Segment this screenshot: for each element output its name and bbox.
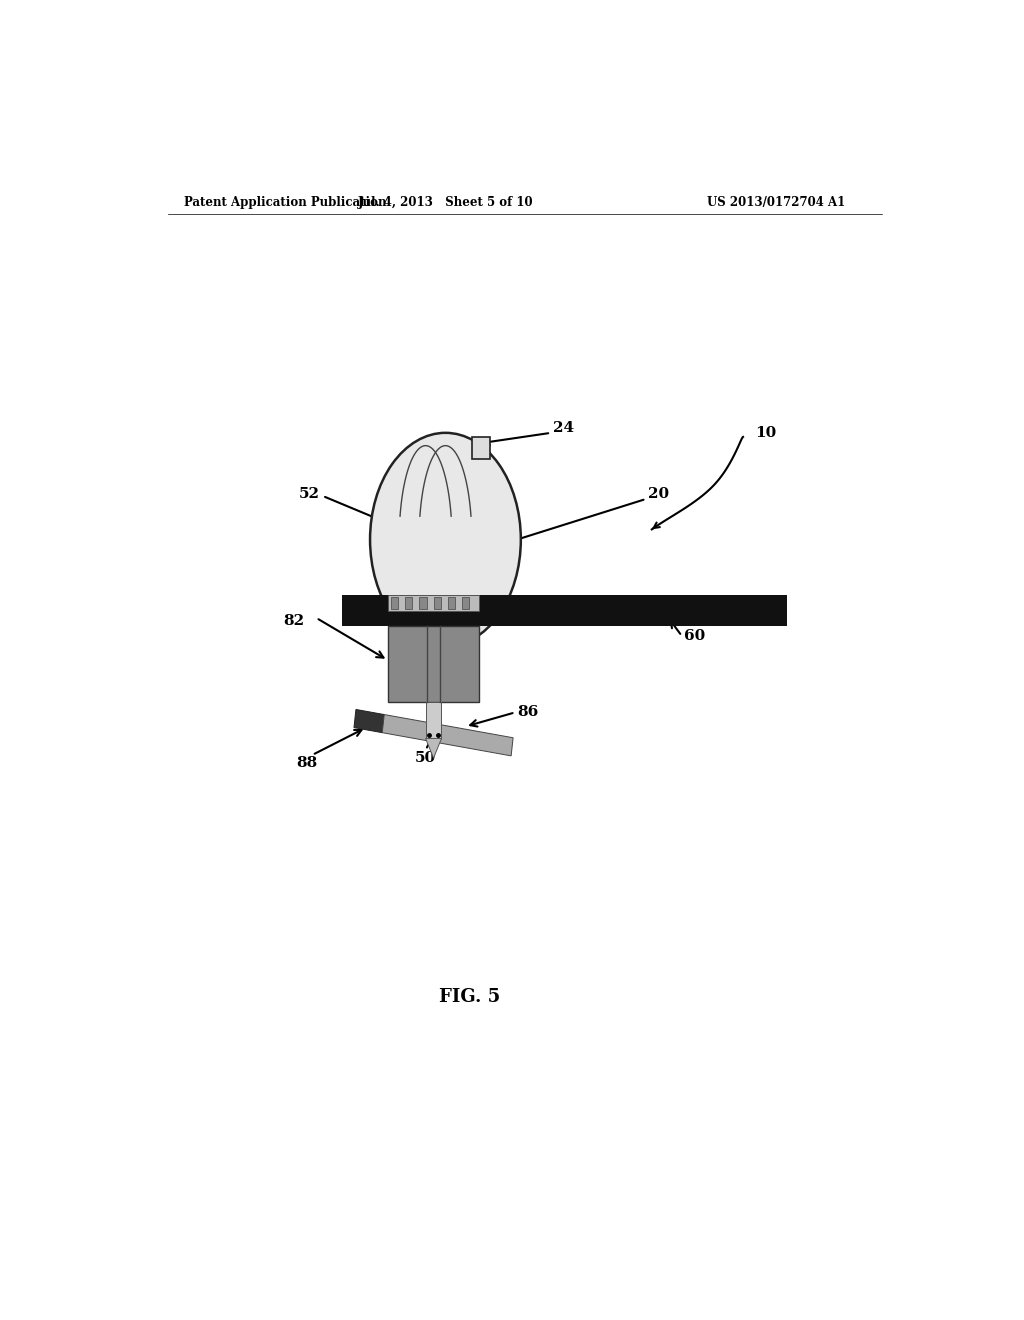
Bar xyxy=(447,598,455,609)
Bar xyxy=(391,598,398,609)
Text: US 2013/0172704 A1: US 2013/0172704 A1 xyxy=(708,195,846,209)
Polygon shape xyxy=(426,738,441,758)
Bar xyxy=(382,714,513,756)
Bar xyxy=(420,598,427,609)
Text: 88: 88 xyxy=(296,756,317,770)
Text: 10: 10 xyxy=(755,426,776,440)
Text: 24: 24 xyxy=(553,421,573,434)
Bar xyxy=(406,598,413,609)
Text: 50: 50 xyxy=(415,751,436,766)
Text: Patent Application Publication: Patent Application Publication xyxy=(183,195,386,209)
Bar xyxy=(462,598,469,609)
Text: 86: 86 xyxy=(517,705,539,719)
Text: 60: 60 xyxy=(684,630,705,643)
Bar xyxy=(426,702,441,738)
Bar xyxy=(354,709,384,733)
Bar xyxy=(388,626,479,702)
Bar xyxy=(472,437,489,459)
Text: Jul. 4, 2013   Sheet 5 of 10: Jul. 4, 2013 Sheet 5 of 10 xyxy=(357,195,534,209)
Text: FIG. 5: FIG. 5 xyxy=(438,987,500,1006)
Ellipse shape xyxy=(370,433,521,647)
Text: 82: 82 xyxy=(283,614,304,628)
Bar xyxy=(342,595,786,626)
Bar xyxy=(433,598,440,609)
Bar xyxy=(388,595,479,611)
Text: 52: 52 xyxy=(299,487,319,500)
Text: 20: 20 xyxy=(648,487,669,500)
